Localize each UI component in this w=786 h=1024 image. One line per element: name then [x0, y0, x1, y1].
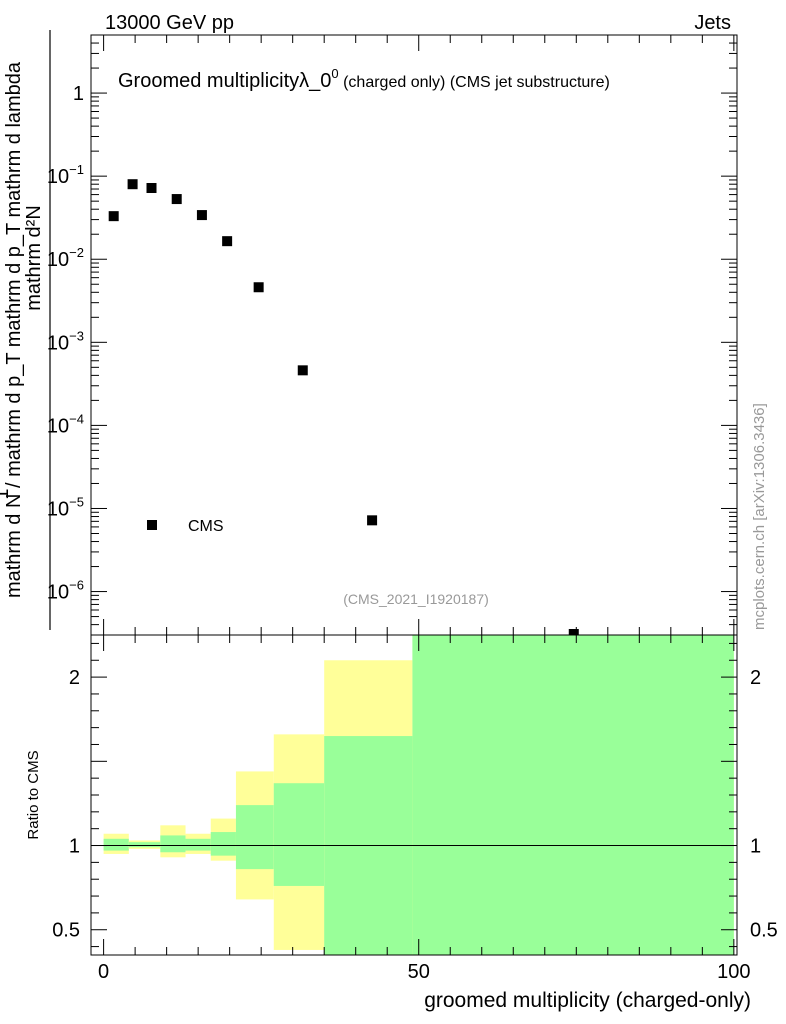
main-plot: 1 10−1 10−2 10−3 10−4 10−5 10−6 Groomed multip… — [47, 34, 738, 639]
main-y-tick-label: 10−6 — [47, 578, 84, 604]
plot-title: Groomed multiplicityλ_00 (charged only) … — [118, 66, 610, 92]
data-point — [568, 629, 579, 639]
main-y-ticks: 1 10−1 10−2 10−3 10−4 10−5 10−6 — [47, 34, 737, 636]
main-y-tick-label: 1 — [73, 83, 84, 105]
main-y-tick-label: 10−4 — [47, 411, 84, 437]
data-point — [108, 211, 119, 222]
ratio-band-inner — [412, 635, 734, 955]
x-axis-label: groomed multiplicity (charged-only) — [424, 989, 751, 1012]
ratio-y-tick-label: 0.5 — [52, 920, 80, 942]
main-y-tick-label: 10−1 — [47, 162, 84, 188]
ratio-band-inner — [273, 783, 325, 886]
data-point — [127, 179, 138, 190]
ratio-band-inner — [128, 842, 161, 848]
ratio-y-axis-label: Ratio to CMS — [25, 750, 42, 839]
ratio-y-tick-label-right: 2 — [750, 667, 761, 689]
ratio-bands — [103, 635, 734, 955]
legend-label-cms: CMS — [188, 518, 224, 535]
ratio-band-inner — [185, 838, 211, 851]
ratio-y-tick-label: 1 — [69, 836, 80, 858]
data-point — [146, 183, 157, 194]
main-y-tick-label: 10−3 — [47, 328, 84, 354]
y-label-numerator: mathrm d²N — [23, 205, 45, 311]
data-point — [171, 194, 182, 205]
ratio-y-tick-label: 2 — [69, 667, 80, 689]
ratio-x-ticks: 0 50 100 — [98, 635, 751, 983]
ratio-y-tick-label-right: 0.5 — [750, 920, 778, 942]
ratio-y-ticks: 0.5 0.5 1 1 2 2 — [52, 642, 778, 948]
plot-title-symbol: λ_0 — [299, 70, 331, 92]
ratio-plot: 0.5 0.5 1 1 2 2 0 50 100 Ratio to CMS groomed m… — [25, 634, 778, 1012]
main-y-tick-label: 10−2 — [47, 245, 84, 271]
ratio-band-inner — [235, 805, 274, 870]
ratio-band-inner — [103, 838, 129, 851]
data-point — [367, 515, 378, 526]
y-label-one: 1 — [0, 488, 13, 499]
x-tick-label: 50 — [408, 961, 430, 983]
jets-label: Jets — [694, 12, 731, 34]
data-point — [253, 282, 264, 293]
data-point — [297, 365, 308, 376]
plot-title-main: Groomed multiplicity — [118, 70, 299, 92]
mcplots-credit: mcplots.cern.ch [arXiv:1306.3436] — [751, 403, 768, 630]
x-tick-label: 100 — [717, 961, 750, 983]
ratio-band-inner — [160, 835, 186, 853]
data-point — [196, 210, 207, 221]
analysis-watermark: (CMS_2021_I1920187) — [343, 591, 489, 607]
legend-marker-cms — [147, 520, 157, 530]
data-point — [222, 236, 233, 247]
plot-title-sup: 0 — [331, 66, 338, 81]
main-y-tick-label: 10−5 — [47, 494, 84, 520]
x-tick-label: 0 — [98, 961, 109, 983]
y-label-denominator: mathrm d N / mathrm d p_T mathrm d p_T m… — [3, 61, 25, 598]
ratio-y-tick-label-right: 1 — [750, 836, 761, 858]
plot-title-suffix: (charged only) (CMS jet substructure) — [339, 74, 610, 91]
main-y-axis-label: mathrm d²N mathrm d N / mathrm d p_T mat… — [0, 30, 51, 630]
main-plot-frame — [90, 34, 738, 636]
energy-label: 13000 GeV pp — [105, 12, 234, 34]
main-data-points — [108, 179, 579, 639]
ratio-band-inner — [210, 832, 236, 856]
